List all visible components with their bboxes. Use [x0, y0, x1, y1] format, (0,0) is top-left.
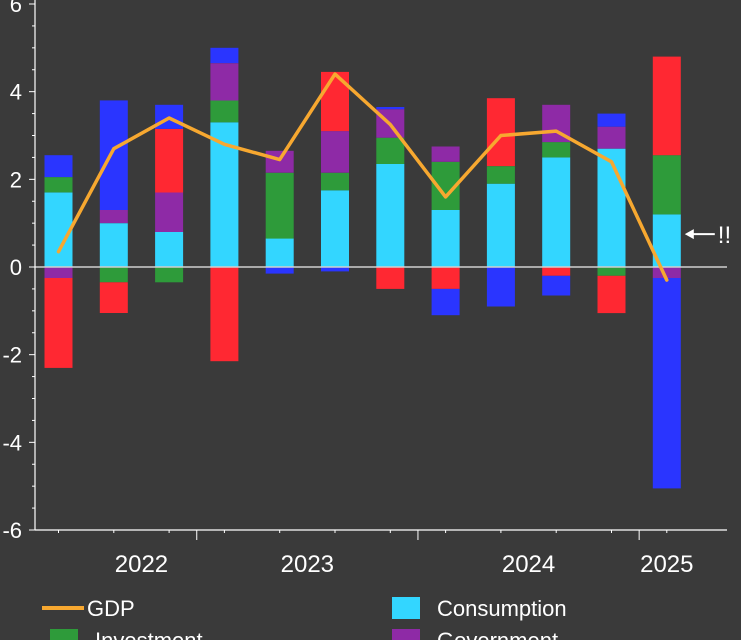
- legend-swatch-consumption: [392, 597, 420, 619]
- y-tick-label: 2: [10, 167, 22, 192]
- bar-blue-q6: [321, 267, 349, 272]
- bar-consumption-q9: [486, 183, 515, 267]
- legend-label-gdp: GDP: [87, 596, 135, 621]
- annotation-arrow-head: [684, 229, 694, 240]
- bar-investment-q11: [597, 267, 626, 276]
- bar-investment-q12: [652, 155, 681, 215]
- bar-investment-q7: [376, 137, 405, 164]
- bar-consumption-q2: [99, 223, 128, 267]
- bar-investment-q6: [321, 172, 349, 191]
- y-tick-label: -4: [2, 430, 22, 455]
- bar-red-q9: [486, 98, 515, 167]
- bar-blue-q4: [210, 47, 239, 64]
- bar-red-q4: [210, 267, 239, 362]
- bar-government-q3: [155, 192, 184, 232]
- bar-investment-q2: [99, 267, 128, 283]
- bar-consumption-q3: [155, 231, 184, 267]
- bar-blue-q2: [99, 100, 128, 210]
- gdp-line: [56, 72, 669, 282]
- legend-swatch-government: [392, 629, 420, 640]
- bar-consumption-q6: [321, 190, 349, 267]
- bar-blue-q11: [597, 113, 626, 127]
- bar-blue-q12: [652, 278, 681, 489]
- y-tick-label: -6: [2, 518, 22, 543]
- bar-consumption-q8: [431, 210, 460, 267]
- legend-label-investment: Investment: [95, 628, 203, 640]
- bar-consumption-q5: [265, 238, 294, 267]
- bar-government-q5: [265, 150, 294, 173]
- bar-government-q2: [99, 210, 128, 224]
- bar-blue-q5: [265, 267, 294, 274]
- bar-government-q8: [431, 146, 460, 162]
- bar-investment-q1: [44, 177, 73, 193]
- gdp-line-layer: [56, 72, 669, 282]
- bar-red-q3: [155, 128, 184, 193]
- bar-investment-q4: [210, 100, 239, 123]
- bar-consumption-q11: [597, 148, 626, 267]
- y-tick-label: 6: [10, 0, 22, 17]
- bar-red-q10: [542, 267, 571, 276]
- bar-consumption-q10: [542, 157, 571, 267]
- bar-government-q11: [597, 126, 626, 149]
- bar-government-q1: [44, 267, 73, 278]
- axes-layer: -6 -4 -2 0 2 4 6 2022 2023 2024 2025: [2, 0, 727, 578]
- annotation-text: !!: [718, 222, 731, 249]
- bar-investment-q5: [265, 172, 294, 239]
- legend: GDP Consumption Investment Government: [42, 596, 567, 640]
- bar-government-q4: [210, 63, 239, 101]
- bar-red-q1: [44, 278, 73, 368]
- bar-blue-q1: [44, 155, 73, 178]
- bar-red-q2: [99, 282, 128, 313]
- bar-blue-q7: [376, 107, 405, 110]
- bar-investment-q10: [542, 142, 571, 158]
- annotation-layer: !!: [684, 222, 731, 249]
- bar-red-q7: [376, 267, 405, 289]
- bar-red-q11: [597, 275, 626, 314]
- year-label-2022: 2022: [115, 551, 168, 578]
- year-label-2025: 2025: [640, 551, 693, 578]
- bar-red-q8: [431, 267, 460, 289]
- y-tick-label: 0: [10, 255, 22, 280]
- bar-investment-q3: [155, 267, 184, 283]
- bar-red-q12: [652, 56, 681, 156]
- bar-consumption-q1: [44, 192, 73, 267]
- bar-consumption-q7: [376, 164, 405, 267]
- legend-label-consumption: Consumption: [437, 596, 567, 621]
- year-label-2023: 2023: [281, 551, 334, 578]
- bar-investment-q9: [486, 166, 515, 184]
- legend-swatch-investment: [50, 629, 78, 640]
- year-label-2024: 2024: [502, 551, 555, 578]
- y-tick-label: -2: [2, 343, 22, 368]
- y-tick-label: 4: [10, 80, 22, 105]
- bar-blue-q9: [486, 267, 515, 307]
- legend-label-government: Government: [437, 628, 558, 640]
- bar-blue-q8: [431, 288, 460, 316]
- bar-government-q12: [652, 267, 681, 278]
- bar-blue-q10: [542, 275, 571, 296]
- bar-government-q6: [321, 131, 349, 173]
